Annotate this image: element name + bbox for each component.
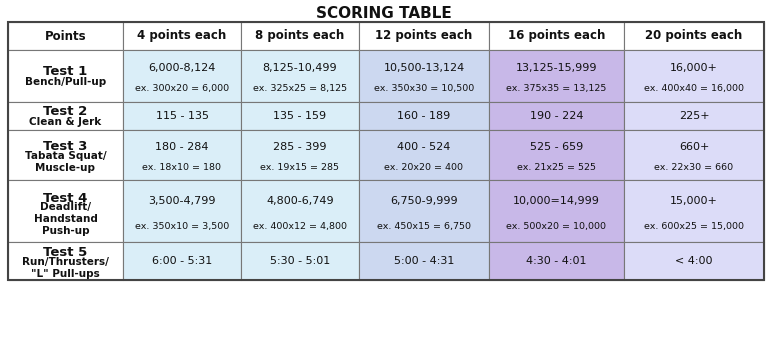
Text: 4:30 - 4:01: 4:30 - 4:01 — [526, 256, 587, 266]
Text: 160 - 189: 160 - 189 — [397, 111, 451, 121]
Text: 16 points each: 16 points each — [508, 29, 605, 43]
Bar — [123, 22, 241, 50]
Text: ex. 350x30 = 10,500: ex. 350x30 = 10,500 — [374, 84, 474, 94]
Bar — [624, 50, 764, 102]
Text: ex. 350x10 = 3,500: ex. 350x10 = 3,500 — [135, 222, 229, 231]
Bar — [241, 242, 359, 280]
Text: ex. 325x25 = 8,125: ex. 325x25 = 8,125 — [253, 84, 347, 94]
Bar — [624, 102, 764, 130]
Bar — [359, 130, 489, 180]
Bar — [8, 180, 123, 242]
Text: 525 - 659: 525 - 659 — [530, 142, 583, 152]
Text: ex. 19x15 = 285: ex. 19x15 = 285 — [260, 163, 339, 172]
Text: Test 4: Test 4 — [43, 192, 88, 205]
Text: Bench/Pull-up: Bench/Pull-up — [25, 77, 106, 87]
Text: Tabata Squat/
Muscle-up: Tabata Squat/ Muscle-up — [25, 151, 106, 173]
Bar — [489, 50, 624, 102]
Text: ex. 600x25 = 15,000: ex. 600x25 = 15,000 — [644, 222, 744, 231]
Text: 10,000=14,999: 10,000=14,999 — [513, 196, 600, 206]
Bar — [8, 50, 123, 102]
Bar — [241, 180, 359, 242]
Text: 285 - 399: 285 - 399 — [273, 142, 326, 152]
Bar — [8, 130, 123, 180]
Bar — [123, 50, 241, 102]
Bar — [489, 130, 624, 180]
Text: 5:30 - 5:01: 5:30 - 5:01 — [270, 256, 330, 266]
Text: ex. 450x15 = 6,750: ex. 450x15 = 6,750 — [377, 222, 471, 231]
Bar — [8, 22, 123, 50]
Text: 4 points each: 4 points each — [137, 29, 227, 43]
Text: ex. 20x20 = 400: ex. 20x20 = 400 — [385, 163, 464, 172]
Text: 8,125-10,499: 8,125-10,499 — [263, 63, 337, 73]
Bar — [8, 102, 123, 130]
Text: 16,000+: 16,000+ — [670, 63, 718, 73]
Bar — [359, 102, 489, 130]
Text: ex. 300x20 = 6,000: ex. 300x20 = 6,000 — [135, 84, 229, 94]
Bar — [359, 180, 489, 242]
Text: 135 - 159: 135 - 159 — [273, 111, 326, 121]
Text: 660+: 660+ — [679, 142, 709, 152]
Bar — [123, 130, 241, 180]
Text: 180 - 284: 180 - 284 — [155, 142, 209, 152]
Bar — [359, 242, 489, 280]
Text: ex. 400x40 = 16,000: ex. 400x40 = 16,000 — [644, 84, 744, 94]
Text: ex. 500x20 = 10,000: ex. 500x20 = 10,000 — [507, 222, 607, 231]
Bar — [489, 102, 624, 130]
Text: < 4:00: < 4:00 — [675, 256, 713, 266]
Bar — [359, 22, 489, 50]
Text: 190 - 224: 190 - 224 — [530, 111, 583, 121]
Text: Test 3: Test 3 — [43, 140, 88, 153]
Text: Test 2: Test 2 — [43, 105, 88, 118]
Bar — [241, 102, 359, 130]
Text: 20 points each: 20 points each — [645, 29, 743, 43]
Bar — [489, 22, 624, 50]
Text: 400 - 524: 400 - 524 — [397, 142, 451, 152]
Text: 8 points each: 8 points each — [256, 29, 345, 43]
Text: ex. 21x25 = 525: ex. 21x25 = 525 — [517, 163, 596, 172]
Bar — [624, 242, 764, 280]
Text: 6,000-8,124: 6,000-8,124 — [148, 63, 216, 73]
Text: Test 5: Test 5 — [43, 246, 88, 259]
Bar — [359, 50, 489, 102]
Text: Points: Points — [45, 29, 86, 43]
Text: 3,500-4,799: 3,500-4,799 — [148, 196, 216, 206]
Bar — [489, 242, 624, 280]
Bar — [8, 22, 764, 280]
Text: Clean & Jerk: Clean & Jerk — [29, 117, 101, 127]
Bar — [489, 180, 624, 242]
Text: 115 - 135: 115 - 135 — [155, 111, 208, 121]
Text: ex. 22x30 = 660: ex. 22x30 = 660 — [654, 163, 733, 172]
Text: ex. 18x10 = 180: ex. 18x10 = 180 — [143, 163, 221, 172]
Text: 12 points each: 12 points each — [376, 29, 472, 43]
Bar — [624, 22, 764, 50]
Text: 6,750-9,999: 6,750-9,999 — [390, 196, 458, 206]
Text: Run/Thrusters/
"L" Pull-ups: Run/Thrusters/ "L" Pull-ups — [22, 257, 109, 279]
Text: Test 1: Test 1 — [43, 65, 88, 78]
Bar — [241, 130, 359, 180]
Bar — [241, 22, 359, 50]
Text: 5:00 - 4:31: 5:00 - 4:31 — [394, 256, 454, 266]
Text: SCORING TABLE: SCORING TABLE — [316, 7, 452, 22]
Bar — [241, 50, 359, 102]
Text: 13,125-15,999: 13,125-15,999 — [516, 63, 598, 73]
Text: ex. 375x35 = 13,125: ex. 375x35 = 13,125 — [506, 84, 607, 94]
Text: 6:00 - 5:31: 6:00 - 5:31 — [152, 256, 212, 266]
Bar — [8, 242, 123, 280]
Text: 10,500-13,124: 10,500-13,124 — [383, 63, 465, 73]
Text: Deadlift/
Handstand
Push-up: Deadlift/ Handstand Push-up — [34, 202, 98, 236]
Bar — [624, 130, 764, 180]
Text: ex. 400x12 = 4,800: ex. 400x12 = 4,800 — [253, 222, 347, 231]
Text: 225+: 225+ — [679, 111, 710, 121]
Bar — [624, 180, 764, 242]
Text: 15,000+: 15,000+ — [670, 196, 718, 206]
Bar — [123, 180, 241, 242]
Bar — [123, 242, 241, 280]
Text: 4,800-6,749: 4,800-6,749 — [266, 196, 334, 206]
Bar — [123, 102, 241, 130]
